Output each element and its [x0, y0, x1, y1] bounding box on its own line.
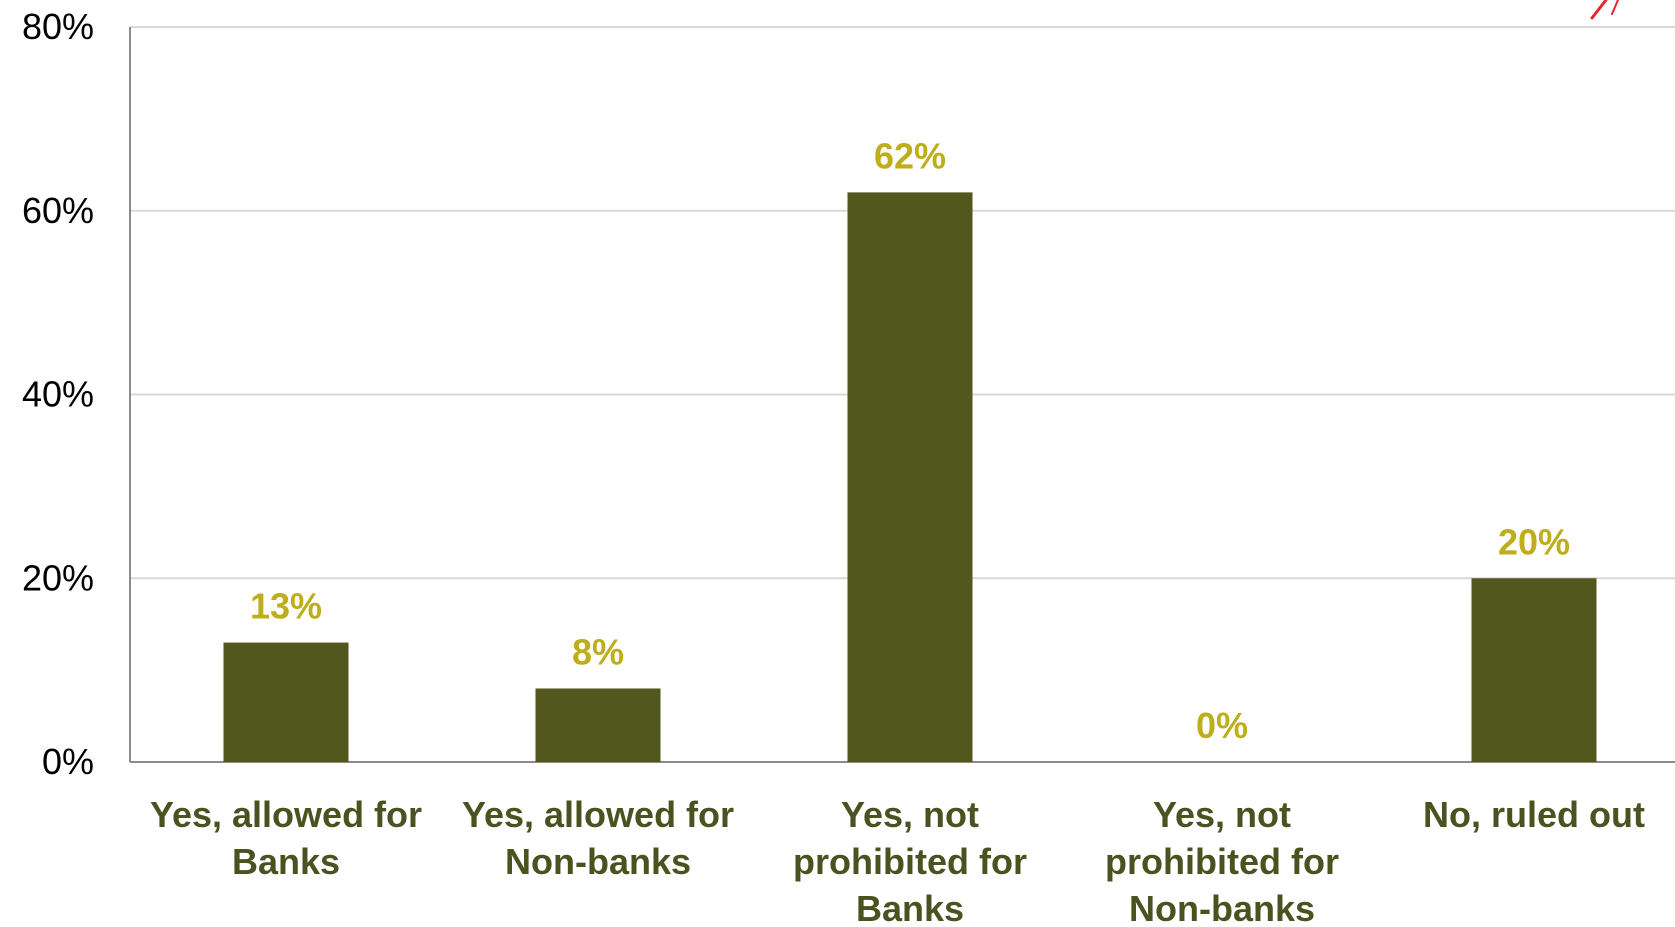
- y-tick-label: 0%: [42, 741, 94, 782]
- data-label: 20%: [1498, 521, 1570, 562]
- logo-stroke: [1611, 0, 1619, 15]
- x-axis-category-labels: Yes, allowed for Banks Yes, allowed for Non…: [150, 794, 1645, 927]
- data-label: 0%: [1196, 705, 1248, 746]
- category-label: Yes, not: [1153, 794, 1291, 835]
- data-labels: 13% 8% 62% 0% 20%: [250, 135, 1570, 746]
- bar: [223, 642, 349, 762]
- category-label: Banks: [232, 841, 340, 882]
- data-label: 8%: [572, 632, 624, 673]
- category-label: Banks: [856, 888, 964, 927]
- bars: [223, 192, 1597, 762]
- category-label: prohibited for: [1105, 841, 1339, 882]
- category-label: Yes, allowed for: [150, 794, 422, 835]
- category-label: Non-banks: [1129, 888, 1315, 927]
- y-tick-label: 20%: [22, 557, 94, 598]
- y-tick-label: 40%: [22, 374, 94, 415]
- category-label: Yes, allowed for: [462, 794, 734, 835]
- bar: [1471, 578, 1597, 762]
- y-axis-tick-labels: 0% 20% 40% 60% 80%: [22, 6, 94, 782]
- bar: [535, 688, 661, 762]
- data-label: 13%: [250, 586, 322, 627]
- logo-fragment-icon: [1590, 0, 1619, 20]
- bar: [847, 192, 973, 762]
- y-tick-label: 80%: [22, 6, 94, 47]
- category-label: Non-banks: [505, 841, 691, 882]
- data-label: 62%: [874, 135, 946, 176]
- y-tick-label: 60%: [22, 190, 94, 231]
- logo-stroke: [1590, 0, 1608, 20]
- category-label: Yes, not: [841, 794, 979, 835]
- category-label: No, ruled out: [1423, 794, 1645, 835]
- category-label: prohibited for: [793, 841, 1027, 882]
